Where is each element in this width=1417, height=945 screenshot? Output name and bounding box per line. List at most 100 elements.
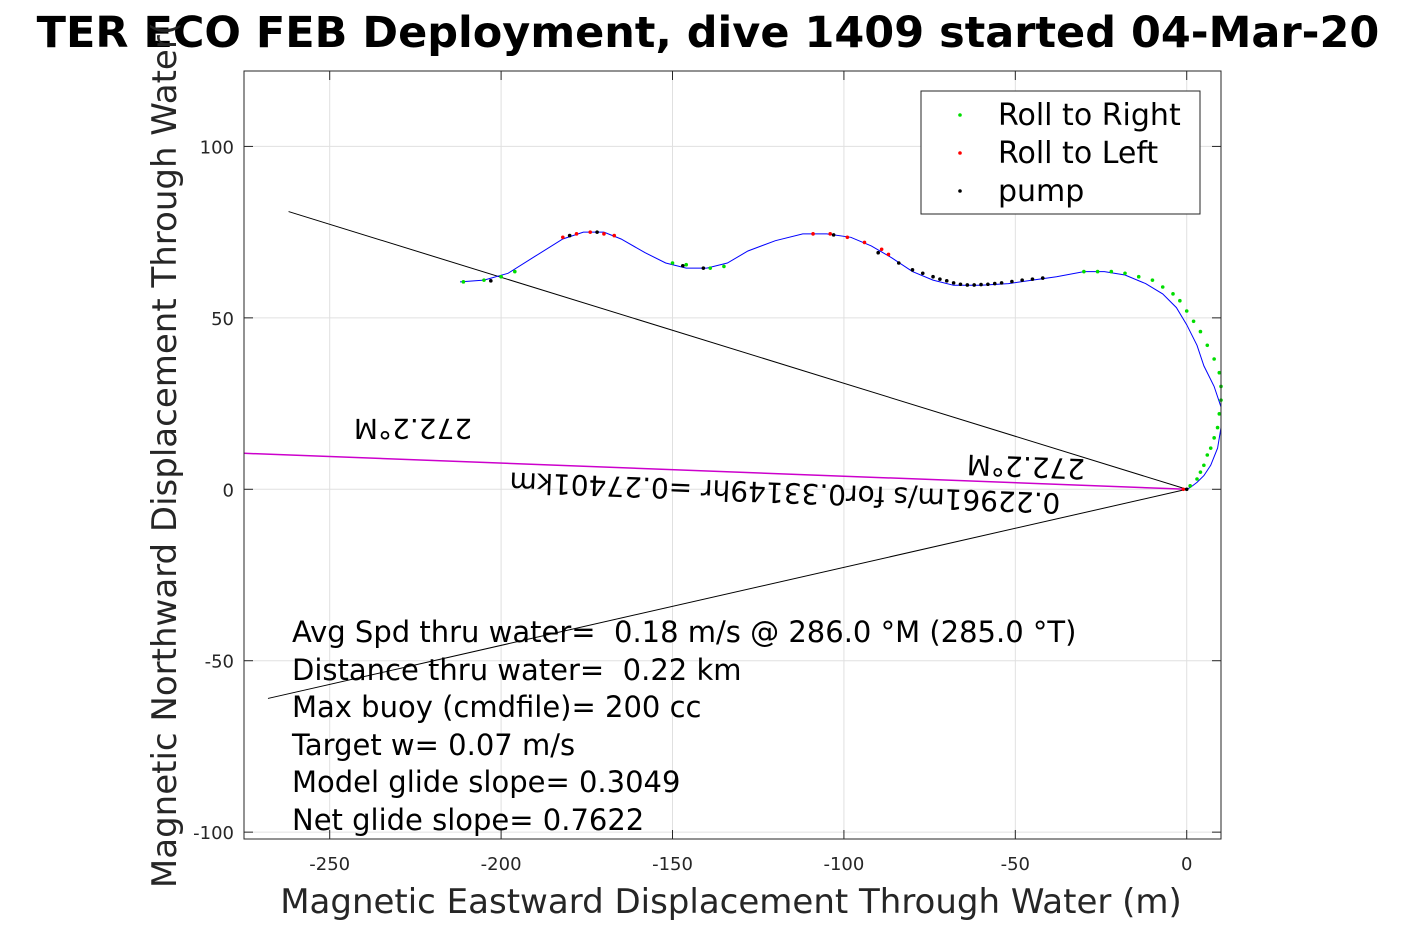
point-pump [938,277,942,281]
point-roll-right [1212,436,1216,440]
track-points [461,230,1223,492]
plot-frame [243,70,1222,840]
point-pump [910,268,915,272]
point-roll-left [828,232,832,236]
point-pump [951,281,956,285]
point-pump [979,282,983,287]
point-pump [920,271,925,276]
x-tick-label: 0 [1181,854,1192,875]
point-pump [972,283,976,287]
point-roll-left [1181,487,1186,492]
point-roll-right [670,261,675,265]
point-roll-left [879,247,884,252]
y-tick-label: -50 [205,652,234,673]
legend-label-roll-right: Roll to Right [998,98,1181,133]
point-roll-right [722,264,726,269]
point-roll-left [561,235,565,240]
point-roll-right [1109,269,1114,274]
heading-line-upper [288,211,1187,490]
point-pump [896,261,901,265]
point-roll-right [1217,412,1222,416]
point-roll-left [602,232,606,236]
point-roll-right [1184,309,1189,313]
point-roll-right [1202,463,1206,468]
axis-ticks: -250 -200 -150 -100 -50 0 -100 -50 0 50 100 [193,71,1221,875]
legend-marker-roll-right [958,113,962,117]
heading-line-lower [267,488,1187,699]
point-roll-right [1208,446,1213,450]
point-pump [965,283,970,287]
point-roll-right [1188,484,1192,488]
stat-model-glide: Model glide slope= 0.3049 [292,765,680,799]
y-tick-label: -100 [193,823,234,844]
point-roll-right [1205,453,1210,457]
legend-box [920,90,1201,215]
point-roll-right [1171,292,1175,296]
heading-label-right: 272.2°M [966,448,1086,486]
point-pump [1184,487,1189,492]
point-pump [999,281,1004,285]
x-tick-label: -200 [481,854,522,875]
point-pump [595,230,599,234]
point-pump [831,233,836,237]
y-tick-label: 50 [211,309,234,330]
point-roll-right [1205,343,1210,348]
point-pump [1030,277,1035,281]
point-roll-left [845,235,850,240]
legend-label-pump: pump [998,174,1084,209]
heading-label-left: 272.2°M [354,412,472,445]
y-axis-label: Magnetic Northward Displacement Through … [145,22,185,888]
legend-marker-roll-left [958,151,962,155]
point-roll-left [588,230,593,234]
glider-track [459,231,1222,490]
legend-label-roll-left: Roll to Left [998,136,1158,171]
legend-marker-pump [958,189,962,193]
point-pump [1010,279,1014,284]
net-displacement-line [243,452,1187,491]
point-pump [931,274,935,279]
point-roll-right [1215,425,1220,430]
point-pump [680,263,685,268]
point-roll-right [1178,298,1182,303]
point-roll-right [499,274,503,279]
point-roll-right [513,269,517,274]
point-roll-left [612,233,617,238]
y-tick-label: 100 [200,137,234,158]
point-roll-right [1150,278,1155,282]
point-roll-right [1212,357,1216,361]
point-roll-right [1198,470,1203,474]
stats-block: Avg Spd thru water= 0.18 m/s @ 286.0 °M … [291,615,1076,837]
point-roll-right [1136,274,1141,279]
stat-avg-speed: Avg Spd thru water= 0.18 m/s @ 286.0 °M … [292,615,1076,649]
stat-target-w: Target w= 0.07 m/s [291,728,575,762]
x-tick-label: -50 [1001,854,1030,875]
point-pump [489,279,493,283]
track-line [459,231,1222,490]
x-tick-label: -250 [309,854,350,875]
point-roll-right [1082,269,1086,274]
point-roll-right [1160,285,1165,289]
legend: Roll to Right Roll to Left pump [920,90,1201,215]
point-pump [992,281,997,286]
point-pump [944,279,949,283]
point-roll-left [811,232,815,236]
point-roll-left [862,240,867,245]
y-tick-label: 0 [223,480,234,501]
point-roll-right [1198,329,1203,334]
stat-distance: Distance thru water= 0.22 km [292,653,742,687]
x-axis-label: Magnetic Eastward Displacement Through W… [280,882,1182,922]
point-roll-right [1195,477,1199,481]
point-pump [1040,276,1045,280]
point-roll-right [1095,269,1100,274]
point-roll-right [1123,271,1127,276]
x-tick-label: -150 [652,854,693,875]
point-roll-right [684,262,689,267]
point-pump [958,282,963,287]
point-pump [876,250,880,255]
reference-lines [243,211,1187,699]
stat-max-buoy: Max buoy (cmdfile)= 200 cc [292,690,701,724]
point-roll-right [1191,319,1196,324]
point-pump [701,266,706,270]
point-roll-right [461,280,466,284]
